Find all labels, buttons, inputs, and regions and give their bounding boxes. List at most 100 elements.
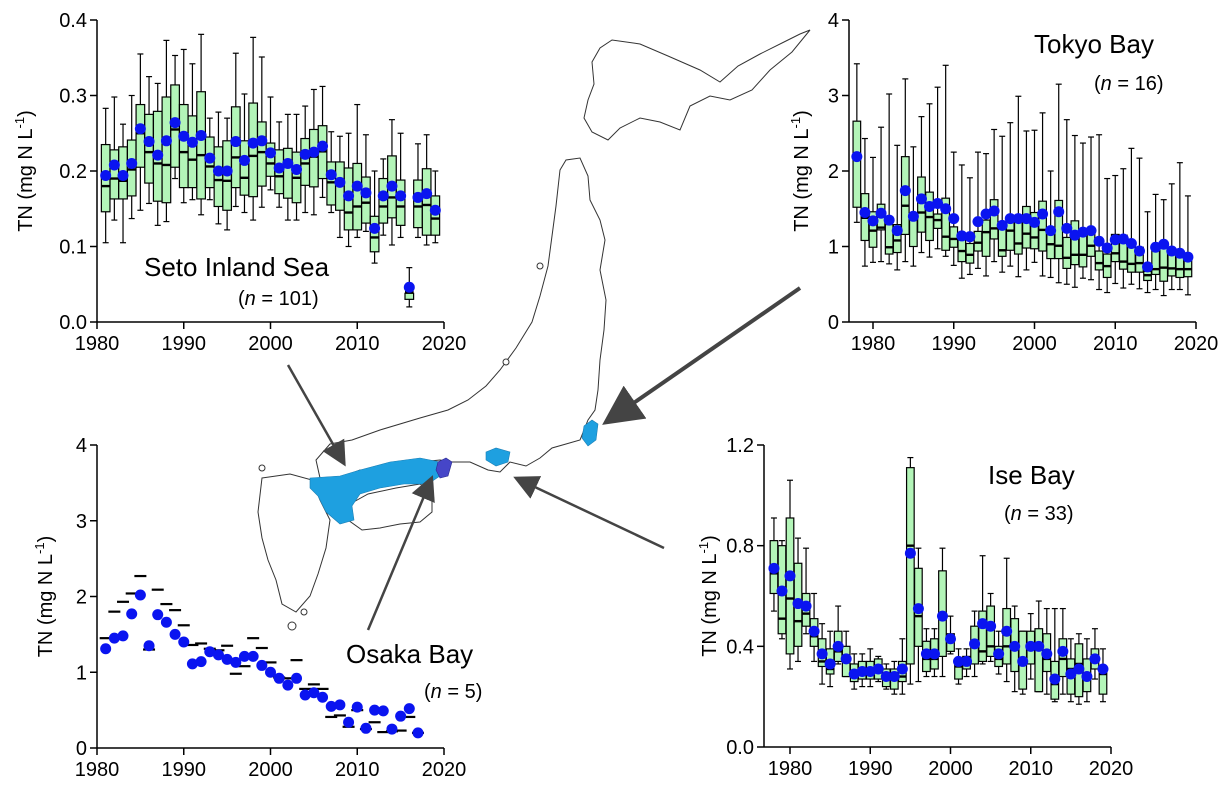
tokyo-mean-point xyxy=(1158,238,1170,250)
tokyo-xtick-label: 2020 xyxy=(1174,333,1219,355)
seto-plot-area: 0.0 0.1 0.2 0.3 0.4 1980 1990 2000 2010 2020 TN (m… xyxy=(12,10,466,355)
tokyo-mean-point xyxy=(972,216,984,228)
island xyxy=(300,608,308,616)
ise-mean-point xyxy=(816,648,828,660)
ise-ytick-label: 1.2 xyxy=(726,435,754,457)
tokyo-mean-point xyxy=(867,215,879,227)
osaka-mean-point xyxy=(126,608,138,620)
tokyo-mean-point xyxy=(1142,261,1154,273)
osaka-mean-point xyxy=(360,722,372,734)
osaka-mean-point xyxy=(195,656,207,668)
ise-xtick-label: 2010 xyxy=(1009,758,1054,780)
seto-mean-point xyxy=(369,222,381,234)
osaka-bay-region xyxy=(435,457,453,479)
ise-mean-point xyxy=(1057,645,1069,657)
ise-mean-point xyxy=(945,633,956,645)
osaka-mean-point xyxy=(299,689,311,701)
ise-xtick-label: 2000 xyxy=(928,758,973,780)
seto-mean-point xyxy=(325,169,337,181)
seto-box xyxy=(196,91,207,200)
tokyo-mean-point xyxy=(1125,237,1137,249)
osaka-mean-point xyxy=(282,679,294,691)
tokyo-mean-point xyxy=(1117,233,1129,245)
seto-mean-point xyxy=(343,190,355,202)
seto-mean-point xyxy=(299,148,311,160)
arrow-seto xyxy=(286,364,346,467)
seto-mean-point xyxy=(221,165,233,177)
tokyo-mean-point xyxy=(964,231,976,243)
ise-y-axis-title: TN (mg N L-1) xyxy=(696,535,721,657)
osaka-xtick-label: 2010 xyxy=(335,759,380,781)
tokyo-ytick-label: 0 xyxy=(828,312,839,334)
seto-mean-point xyxy=(291,163,303,175)
seto-mean-point xyxy=(169,117,181,129)
tokyo-box xyxy=(981,219,991,257)
seto-box xyxy=(230,106,241,189)
osaka-ytick-label: 3 xyxy=(76,511,87,533)
seto-xtick-label: 1980 xyxy=(75,333,120,355)
seto-mean-point xyxy=(204,152,216,164)
seto-ytick-label: 0.3 xyxy=(59,86,87,108)
seto-mean-point xyxy=(377,190,389,202)
osaka-mean-point xyxy=(325,700,337,712)
tokyo-n-label: (n = 16) xyxy=(1094,73,1164,95)
tokyo-xtick-label: 2000 xyxy=(1012,333,1057,355)
seto-mean-point xyxy=(160,135,172,147)
seto-mean-point xyxy=(265,147,276,159)
ise-mean-point xyxy=(912,603,924,615)
seto-mean-point xyxy=(273,162,285,174)
seto-xtick-label: 2020 xyxy=(422,333,467,355)
tokyo-box xyxy=(965,242,975,264)
tokyo-xtick-label: 1990 xyxy=(932,333,977,355)
ise-mean-point xyxy=(1065,668,1077,680)
tokyo-box xyxy=(852,120,862,208)
osaka-mean-point xyxy=(403,703,415,715)
tokyo-mean-point xyxy=(956,230,968,242)
osaka-plot-area: 0 1 2 3 4 1980 1990 2000 2010 2020 TN (mg N L-1) xyxy=(32,435,466,781)
osaka-mean-point xyxy=(221,653,233,665)
tokyo-mean-point xyxy=(1109,234,1121,246)
tokyo-mean-point xyxy=(851,151,863,163)
tokyo-mean-point xyxy=(1012,213,1024,225)
tokyo-box xyxy=(917,176,926,233)
ise-mean-point xyxy=(961,655,973,667)
seto-mean-point xyxy=(256,135,268,147)
tokyo-mean-point xyxy=(1045,225,1057,237)
seto-box xyxy=(248,102,259,198)
tokyo-mean-point xyxy=(1093,235,1105,247)
panel-tokyo-bay: 0 1 2 3 4 1980 1990 2000 2010 2020 TN (mg N L-1) T… xyxy=(788,10,1218,355)
osaka-mean-point xyxy=(395,710,407,722)
osaka-ytick-label: 2 xyxy=(76,587,87,609)
ise-plot-area: 0.0 0.4 0.8 1.2 1980 1990 2000 2010 2020 TN (mg N… xyxy=(696,435,1133,780)
ise-mean-point xyxy=(1033,640,1045,652)
seto-mean-point xyxy=(334,176,346,188)
seto-mean-point xyxy=(134,123,146,135)
seto-box xyxy=(239,140,250,196)
osaka-mean-point xyxy=(308,687,320,699)
ise-box xyxy=(1034,628,1044,693)
arrow-ise xyxy=(513,476,665,550)
seto-mean-point xyxy=(351,180,363,192)
seto-box xyxy=(395,179,406,226)
island xyxy=(258,464,266,472)
osaka-mean-point xyxy=(178,636,190,648)
ise-mean-point xyxy=(928,648,940,660)
seto-mean-point xyxy=(238,154,250,166)
tokyo-mean-point xyxy=(1029,216,1040,228)
ise-bay-region xyxy=(485,447,511,467)
seto-box xyxy=(352,162,363,231)
hokkaido-outline xyxy=(583,29,811,141)
ise-mean-point xyxy=(1081,671,1093,683)
ise-mean-point xyxy=(969,638,981,650)
tokyo-mean-point xyxy=(915,193,927,205)
seto-box xyxy=(187,115,198,189)
panel-seto-inland-sea: 0.0 0.1 0.2 0.3 0.4 1980 1990 2000 2010 2020 TN (m… xyxy=(12,10,466,355)
tokyo-title: Tokyo Bay xyxy=(1034,29,1154,59)
tokyo-mean-point xyxy=(932,197,944,209)
osaka-xtick-label: 1990 xyxy=(162,759,207,781)
ise-mean-point xyxy=(1049,673,1061,685)
osaka-mean-point xyxy=(265,666,276,678)
tokyo-box xyxy=(1022,205,1031,249)
ise-mean-point xyxy=(776,585,788,597)
seto-n-label: (n = 101) xyxy=(238,288,319,310)
